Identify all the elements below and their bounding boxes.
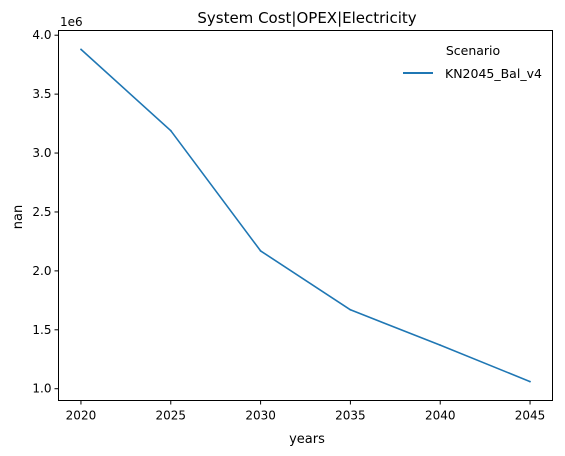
legend-title: Scenario — [446, 43, 500, 58]
y-tick-label: 2.0 — [32, 264, 51, 278]
y-tick-label: 2.5 — [32, 205, 51, 219]
data-point — [169, 129, 172, 132]
chart-title: System Cost|OPEX|Electricity — [197, 9, 416, 27]
y-axis-title: nan — [11, 205, 26, 229]
data-point — [259, 250, 262, 252]
y-tick-label: 4.0 — [32, 28, 51, 42]
x-tick-label: 2045 — [515, 409, 546, 423]
y-tick-label: 1.0 — [32, 382, 51, 396]
legend-entry-label: KN2045_Bal_v4 — [445, 66, 542, 81]
y-tick-label: 1.5 — [32, 323, 51, 337]
data-point — [529, 380, 531, 383]
x-axis-title: years — [289, 432, 325, 447]
x-tick-label: 2020 — [66, 409, 97, 423]
x-tick-label: 2030 — [245, 409, 276, 423]
y-axis: 1.0 1.5 2.0 2.5 3.0 3.5 4.0 — [32, 28, 59, 396]
data-point — [80, 48, 82, 51]
legend: Scenario KN2045_Bal_v4 — [403, 43, 542, 81]
data-point — [439, 344, 442, 346]
x-tick-label: 2035 — [335, 409, 366, 423]
series-layer — [80, 48, 531, 383]
y-tick-label: 3.0 — [32, 146, 51, 160]
plot-area — [58, 30, 553, 401]
y-tick-label: 3.5 — [32, 87, 51, 101]
y-offset-label: 1e6 — [60, 15, 83, 29]
x-axis: 2020 2025 2030 2035 2040 2045 — [66, 400, 546, 423]
x-tick-label: 2025 — [155, 409, 186, 423]
series-line — [80, 48, 531, 383]
data-point — [349, 308, 352, 311]
x-tick-label: 2040 — [425, 409, 456, 423]
